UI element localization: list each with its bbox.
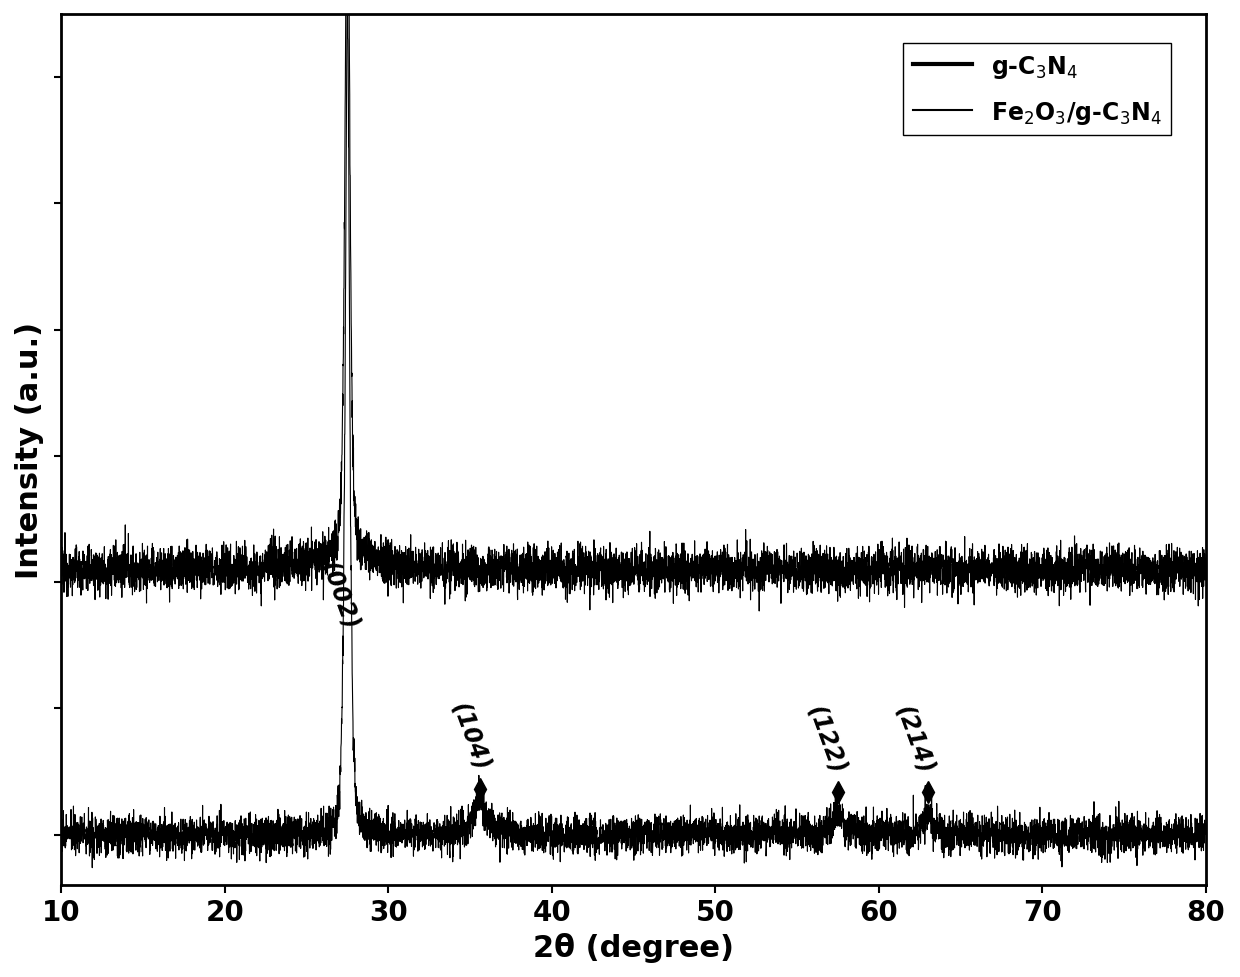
Text: (002): (002) [316,558,362,633]
Text: (214): (214) [892,701,939,777]
Legend: g-C$_3$N$_4$, Fe$_2$O$_3$/g-C$_3$N$_4$: g-C$_3$N$_4$, Fe$_2$O$_3$/g-C$_3$N$_4$ [903,44,1171,136]
Y-axis label: Intensity (a.u.): Intensity (a.u.) [15,321,43,578]
Text: (104): (104) [446,699,494,774]
Text: (122): (122) [804,701,849,777]
X-axis label: 2θ (degree): 2θ (degree) [533,932,734,962]
